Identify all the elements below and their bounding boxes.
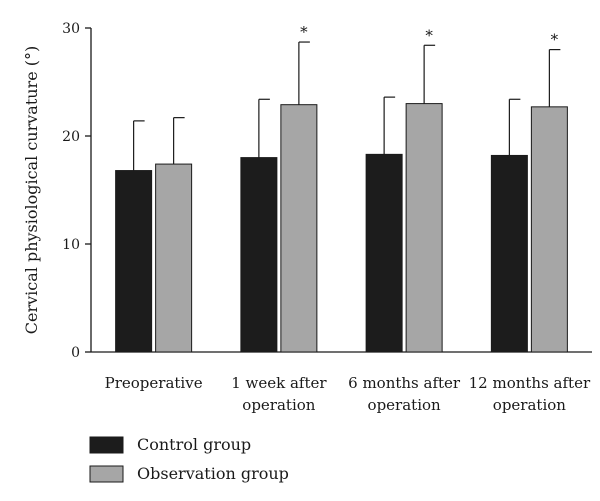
error-bars: * * * — [133, 23, 561, 171]
y-tick-label: 0 — [71, 345, 80, 361]
significance-marker: * — [551, 31, 559, 49]
significance-marker: * — [300, 23, 308, 41]
x-category-label: 6 months after — [348, 374, 461, 392]
bar-observation — [405, 103, 443, 353]
bar-control — [240, 157, 278, 353]
bars — [115, 103, 568, 353]
bar-observation — [155, 163, 193, 353]
y-tick-label: 30 — [62, 21, 80, 37]
x-category-label: operation — [368, 396, 441, 414]
bar-control — [365, 153, 403, 353]
x-category-label: operation — [242, 396, 315, 414]
bar-observation — [530, 106, 568, 353]
legend: Control group Observation group — [89, 435, 289, 483]
x-category-label: 1 week after — [231, 374, 327, 392]
y-tick-label: 20 — [62, 129, 80, 145]
legend-swatch — [89, 465, 124, 483]
x-category-label: operation — [493, 396, 566, 414]
y-axis: 0 10 20 30 — [62, 21, 92, 361]
y-axis-title: Cervical physiological curvature (°) — [22, 46, 41, 335]
legend-label: Control group — [137, 435, 251, 454]
legend-swatch — [89, 436, 124, 454]
x-category-label: 12 months after — [469, 374, 591, 392]
bar-control — [490, 154, 528, 353]
bar-control — [115, 170, 153, 353]
x-category-label: Preoperative — [105, 374, 203, 392]
significance-marker: * — [425, 26, 433, 44]
y-tick-label: 10 — [62, 237, 80, 253]
category-labels: Preoperative 1 week after operation 6 month… — [105, 374, 591, 414]
bar-observation — [280, 104, 318, 353]
legend-label: Observation group — [137, 464, 289, 483]
